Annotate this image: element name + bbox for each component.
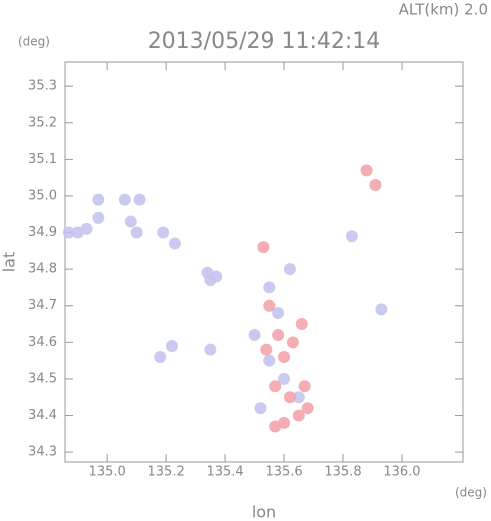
echo-point: [154, 350, 167, 363]
echo-point: [263, 281, 276, 294]
echo-point: [92, 211, 105, 224]
echo-point: [278, 350, 291, 363]
x-tick-label: 135.0: [89, 465, 126, 480]
echo-point: [62, 226, 75, 239]
echo-point: [272, 307, 285, 320]
echo-point: [295, 318, 308, 331]
plot-frame: [64, 61, 464, 463]
x-unit: (deg): [455, 486, 487, 500]
echo-point: [369, 178, 382, 191]
echo-point: [286, 336, 299, 349]
y-tick-label: 34.6: [28, 335, 57, 350]
echo-point: [283, 391, 296, 404]
echo-point: [298, 380, 311, 393]
y-tick-label: 34.4: [28, 408, 57, 423]
y-tick-label: 34.8: [28, 262, 57, 277]
echo-point: [130, 226, 143, 239]
echo-point: [248, 329, 261, 342]
echo-point: [80, 222, 93, 235]
y-tick-label: 35.2: [28, 115, 57, 130]
echo-point: [375, 303, 388, 316]
y-tick-label: 35.1: [28, 152, 57, 167]
echo-point: [257, 241, 270, 254]
echo-point: [133, 193, 146, 206]
echo-point: [166, 339, 179, 352]
y-tick-label: 34.5: [28, 371, 57, 386]
echo-point: [254, 402, 267, 415]
echo-point: [204, 343, 217, 356]
echo-point: [157, 226, 170, 239]
echo-point: [124, 215, 137, 228]
y-tick-label: 35.0: [28, 188, 57, 203]
echo-point: [278, 372, 291, 385]
echo-point: [269, 380, 282, 393]
y-tick-label: 35.3: [28, 79, 57, 94]
y-tick-label: 34.9: [28, 225, 57, 240]
altitude-label: ALT(km) 2.0: [399, 1, 488, 19]
x-tick-label: 135.2: [148, 465, 185, 480]
echo-point: [263, 299, 276, 312]
echo-point: [283, 263, 296, 276]
x-tick-label: 135.4: [206, 465, 243, 480]
x-axis-label: lon: [252, 503, 276, 521]
echo-point: [260, 343, 273, 356]
echo-point: [263, 354, 276, 367]
x-tick-label: 135.8: [324, 465, 361, 480]
echo-point: [269, 420, 282, 433]
x-tick-label: 136.0: [383, 465, 420, 480]
echo-point: [272, 329, 285, 342]
chart-title: 2013/05/29 11:42:14: [148, 29, 381, 54]
echo-point: [345, 230, 358, 243]
x-tick-label: 135.6: [265, 465, 302, 480]
echo-point: [292, 409, 305, 422]
y-tick-label: 34.3: [28, 445, 57, 460]
y-axis-label: lat: [0, 252, 19, 273]
echo-point: [301, 402, 314, 415]
y-unit: (deg): [18, 35, 50, 49]
echo-point: [204, 274, 217, 287]
echo-point: [118, 193, 131, 206]
echo-point: [92, 193, 105, 206]
echo-point: [168, 237, 181, 250]
y-tick-label: 34.7: [28, 298, 57, 313]
echo-point: [292, 391, 305, 404]
echo-point: [360, 164, 373, 177]
